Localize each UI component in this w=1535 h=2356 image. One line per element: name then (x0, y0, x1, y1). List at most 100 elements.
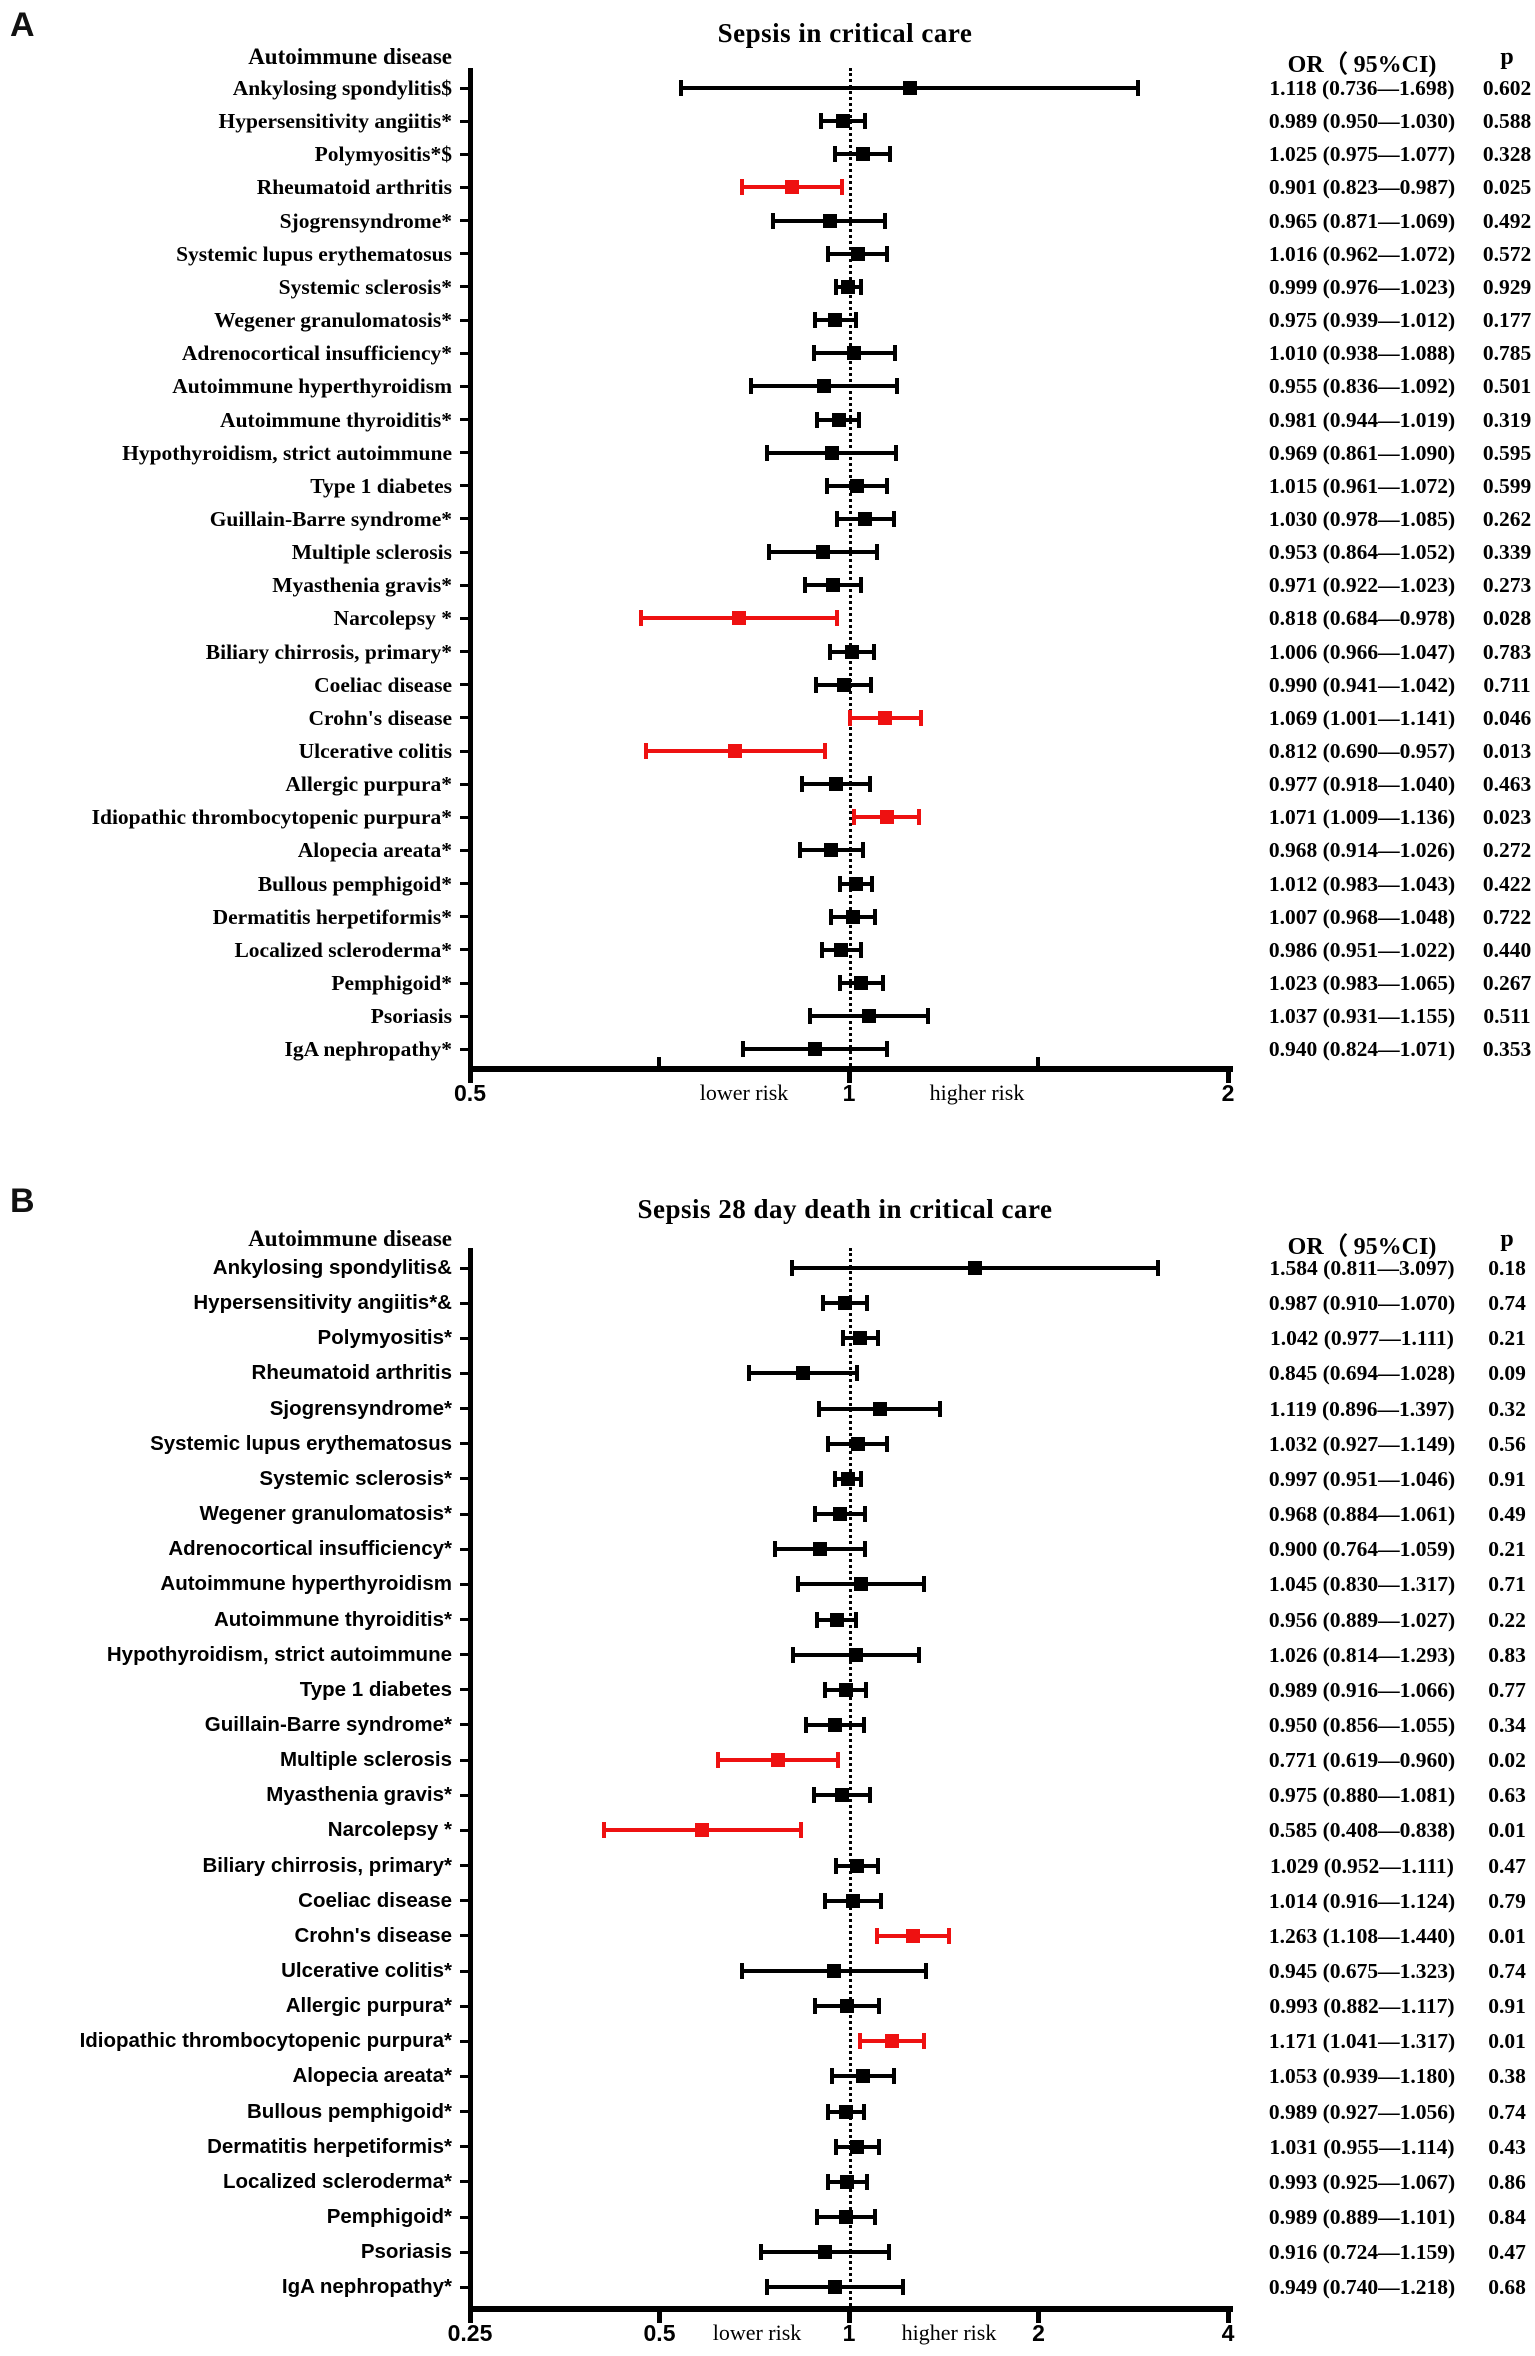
row-label: Multiple sclerosis (291, 540, 452, 565)
row-axis-tick (460, 749, 469, 753)
row-axis-tick (460, 1047, 469, 1051)
p-value: 0.463 (1482, 772, 1532, 797)
row-label: Pemphigoid* (331, 971, 452, 996)
row-axis-tick (460, 1934, 469, 1938)
row-axis-tick (460, 2250, 469, 2254)
row-axis-tick (460, 2180, 469, 2184)
row-label: Hypothyroidism, strict autoimmune (106, 1642, 452, 1666)
row-label: Narcolepsy * (327, 1818, 452, 1842)
row-axis-tick (460, 2074, 469, 2078)
or-ci-value: 1.029 (0.952—1.111) (1270, 1853, 1454, 1878)
ci-cap-low (834, 510, 839, 527)
or-ci-value: 1.012 (0.983—1.043) (1268, 871, 1456, 896)
row-axis-tick (460, 1899, 469, 1903)
ci-cap-high (872, 643, 877, 660)
ci-cap-low (773, 1541, 778, 1558)
p-value: 0.01 (1488, 2029, 1526, 2054)
or-ci-value: 1.053 (0.939—1.180) (1268, 2064, 1456, 2089)
axis-tick (657, 2310, 662, 2323)
panel-a-column-header: Autoimmune disease (248, 44, 452, 69)
row-axis-tick (460, 1758, 469, 1762)
row-axis-tick (460, 2285, 469, 2289)
row-axis-tick (460, 1014, 469, 1018)
p-value: 0.43 (1488, 2134, 1526, 2159)
or-ci-value: 1.006 (0.966—1.047) (1268, 639, 1456, 664)
or-ci-value: 0.975 (0.939—1.012) (1268, 308, 1456, 333)
p-value: 0.91 (1488, 1994, 1526, 2019)
or-marker (732, 611, 747, 626)
or-ci-value: 0.971 (0.922—1.023) (1268, 573, 1456, 598)
row-label: Localized scleroderma* (222, 2169, 452, 2193)
or-marker (854, 976, 869, 991)
ci-cap-high (923, 1963, 928, 1979)
or-marker (853, 1331, 868, 1346)
or-ci-value: 1.032 (0.927—1.149) (1268, 1431, 1456, 1456)
ci-cap-high (872, 908, 877, 925)
row-axis-tick (460, 384, 469, 388)
ci-cap-high (864, 1681, 869, 1698)
ci-cap-low (829, 908, 834, 925)
or-marker (967, 1261, 982, 1275)
axis-tick-label: 4 (1221, 2320, 1235, 2346)
row-label: Type 1 diabetes (310, 473, 452, 498)
or-marker (850, 246, 865, 261)
row-axis-tick (460, 1266, 469, 1270)
p-value: 0.422 (1482, 871, 1532, 896)
p-value: 0.722 (1482, 904, 1532, 929)
or-marker (850, 2139, 865, 2154)
row-axis-tick (460, 1864, 469, 1868)
row-label: Psoriasis (370, 1004, 452, 1029)
or-marker (827, 2280, 842, 2295)
ci-cap-low (833, 1470, 838, 1487)
ci-cap-high (868, 776, 873, 793)
ci-cap-high (1156, 1260, 1161, 1276)
or-ci-value: 0.916 (0.724—1.159) (1268, 2240, 1456, 2265)
p-value: 0.267 (1482, 971, 1532, 996)
higher-risk-label: higher risk (901, 2320, 997, 2345)
p-value: 0.783 (1482, 639, 1532, 664)
ci-cap-low (758, 2244, 763, 2261)
or-ci-value: 1.584 (0.811—3.097) (1269, 1256, 1455, 1280)
row-label: IgA nephropathy* (281, 2275, 452, 2299)
or-marker (826, 1964, 841, 1978)
higher-risk-label: higher risk (929, 1080, 1025, 1105)
ci-cap-low (826, 2103, 831, 2120)
p-value: 0.83 (1488, 1642, 1526, 1667)
row-axis-tick (460, 2004, 469, 2008)
p-value: 0.02 (1488, 1748, 1526, 1773)
p-value: 0.046 (1482, 705, 1532, 730)
or-marker (770, 1753, 785, 1768)
axis-tick (467, 1070, 473, 1083)
ci-cap-high (859, 1470, 864, 1487)
row-label: Crohn's disease (308, 705, 452, 730)
row-axis-tick (460, 418, 469, 421)
or-marker (855, 147, 870, 162)
panel-a-or-ci-header: OR（ 95%CI) (1287, 52, 1437, 78)
p-value: 0.501 (1482, 374, 1532, 399)
or-marker (885, 2034, 900, 2049)
or-ci-value: 0.950 (0.856—1.055) (1268, 1712, 1456, 1737)
or-marker (728, 744, 743, 758)
ci-cap-low (639, 610, 644, 627)
axis-tick-label: 0.25 (447, 2320, 493, 2346)
ci-cap-high (919, 709, 924, 726)
row-label: Localized scleroderma* (234, 937, 452, 962)
ci-cap-low (829, 2068, 834, 2085)
ci-cap-high (859, 577, 864, 594)
or-marker (841, 1471, 856, 1486)
p-value: 0.01 (1488, 1818, 1526, 1843)
p-value: 0.63 (1488, 1783, 1526, 1808)
ci-cap-high (900, 2279, 905, 2296)
row-axis-tick (460, 782, 469, 786)
axis-tick-label: 2 (1221, 1080, 1235, 1106)
ci-cap-high (895, 378, 900, 395)
row-axis-tick (460, 716, 469, 720)
ci-cap-low (814, 1611, 819, 1628)
or-marker (818, 2245, 832, 2260)
or-ci-value: 0.981 (0.944—1.019) (1268, 407, 1456, 432)
ci-cap-low (828, 643, 833, 660)
p-value: 0.319 (1482, 407, 1532, 432)
ci-cap-high (894, 444, 899, 461)
row-axis-tick (460, 2039, 469, 2043)
ci-cap-high (861, 2103, 866, 2120)
